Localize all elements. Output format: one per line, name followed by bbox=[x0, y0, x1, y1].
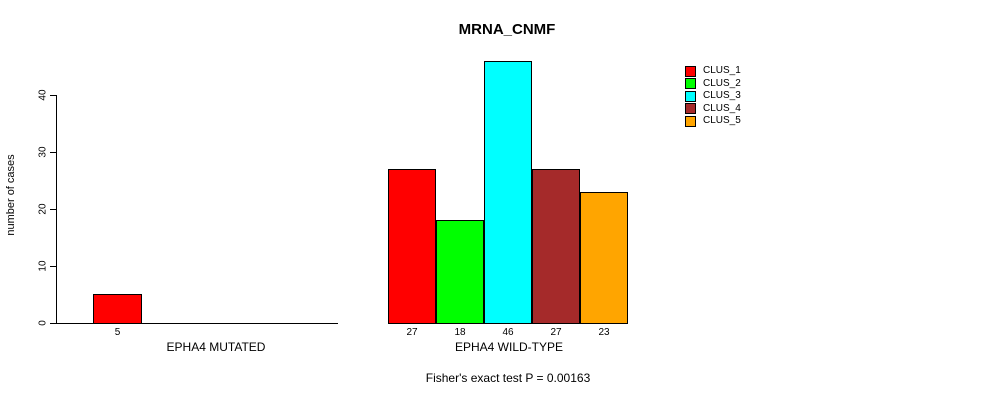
y-axis-tick bbox=[50, 152, 56, 153]
legend-swatch-clus_4 bbox=[685, 103, 696, 115]
bar-clus_3-epha4-wild-type bbox=[484, 61, 532, 324]
bar-value-label: 27 bbox=[550, 327, 562, 338]
legend-item-clus_2: CLUS_2 bbox=[685, 78, 741, 90]
legend-swatch-clus_1 bbox=[685, 65, 696, 77]
y-axis-label: number of cases bbox=[5, 154, 17, 236]
y-axis-tick-label: 20 bbox=[37, 203, 49, 215]
legend-item-clus_4: CLUS_4 bbox=[685, 103, 741, 115]
y-axis-tick bbox=[50, 323, 56, 324]
legend-label: CLUS_5 bbox=[703, 115, 741, 127]
bar-clus_4-epha4-wild-type bbox=[532, 169, 580, 324]
y-axis-tick bbox=[50, 95, 56, 96]
bar-value-label: 46 bbox=[502, 327, 514, 338]
legend-item-clus_1: CLUS_1 bbox=[685, 65, 741, 77]
bar-value-label: 23 bbox=[598, 327, 610, 338]
bar-value-label: 18 bbox=[454, 327, 466, 338]
bar-value-label: 27 bbox=[406, 327, 418, 338]
legend-label: CLUS_3 bbox=[703, 90, 741, 102]
y-axis-line bbox=[56, 95, 57, 324]
legend-label: CLUS_2 bbox=[703, 77, 741, 89]
legend-item-clus_3: CLUS_3 bbox=[685, 90, 741, 102]
legend-swatch-clus_2 bbox=[685, 78, 696, 90]
y-axis-tick bbox=[50, 209, 56, 210]
bar-clus_5-epha4-wild-type bbox=[580, 192, 628, 324]
bar-value-label: 5 bbox=[114, 327, 121, 338]
y-axis-tick-label: 40 bbox=[37, 89, 49, 101]
y-axis-tick-label: 10 bbox=[37, 260, 49, 272]
bar-clus_1-epha4-mutated bbox=[93, 294, 142, 324]
group-label: EPHA4 WILD-TYPE bbox=[454, 340, 564, 354]
chart-title: MRNA_CNMF bbox=[458, 21, 556, 38]
legend-swatch-clus_3 bbox=[685, 90, 696, 102]
bar-clus_2-epha4-wild-type bbox=[436, 220, 484, 324]
y-axis-tick bbox=[50, 266, 56, 267]
legend-item-clus_5: CLUS_5 bbox=[685, 115, 741, 127]
group-label: EPHA4 MUTATED bbox=[166, 340, 266, 354]
fisher-test-annotation: Fisher's exact test P = 0.00163 bbox=[425, 371, 591, 385]
y-axis-tick-label: 0 bbox=[37, 320, 49, 326]
x-axis-line bbox=[56, 323, 338, 324]
legend-label: CLUS_4 bbox=[703, 102, 741, 114]
bar-clus_1-epha4-wild-type bbox=[388, 169, 436, 324]
legend-swatch-clus_5 bbox=[685, 115, 696, 127]
legend-label: CLUS_1 bbox=[703, 65, 741, 76]
y-axis-tick-label: 30 bbox=[37, 146, 49, 158]
